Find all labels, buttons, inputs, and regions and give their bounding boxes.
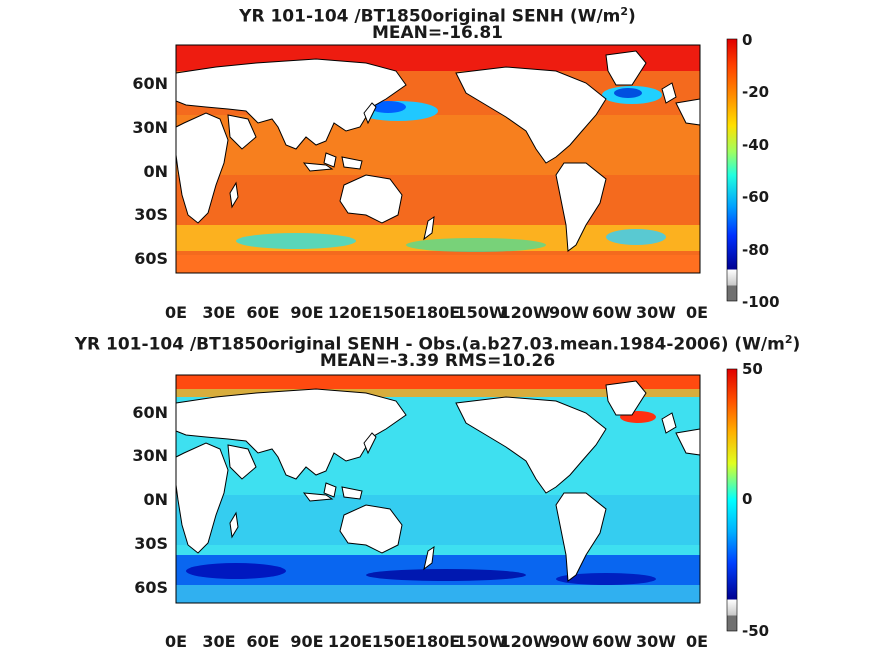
panel2-cb-tick-0: 50 bbox=[742, 360, 763, 378]
panel2-lon-5: 150E bbox=[371, 632, 417, 651]
panel1-lon-12: 0E bbox=[685, 303, 709, 322]
panel2-cb-tick-1: 0 bbox=[742, 490, 753, 508]
panel2-lat-30s: 30S bbox=[134, 534, 168, 553]
panel1-lon-1: 30E bbox=[202, 303, 236, 322]
panel2-lon-10: 60W bbox=[592, 632, 632, 651]
panel1-mean: MEAN=-16.81 bbox=[372, 23, 503, 43]
panel1-lon-11: 30W bbox=[636, 303, 676, 322]
panel1-lon-10: 60W bbox=[592, 303, 632, 322]
panel2-lon-9: 90W bbox=[549, 632, 589, 651]
panel1-lon-0: 0E bbox=[164, 303, 188, 322]
panel1-cb-tick-0: 0 bbox=[742, 31, 753, 49]
panel1-map bbox=[175, 44, 701, 274]
panel1-cb-tick-1: -20 bbox=[742, 83, 770, 101]
panel1-lon-7: 150W bbox=[455, 303, 507, 322]
panel1-cb-tick-4: -80 bbox=[742, 241, 770, 259]
panel1-cb-tick-5: -100 bbox=[742, 293, 780, 311]
panel2-colorbar bbox=[726, 368, 738, 632]
panel2-title-sup: 2 bbox=[784, 333, 793, 346]
panel1-cb-tick-2: -40 bbox=[742, 136, 770, 154]
panel2-lon-6: 180E bbox=[415, 632, 461, 651]
panel1-title-close: ) bbox=[628, 6, 636, 27]
panel1-lat-60s: 60S bbox=[134, 249, 168, 268]
panel2-lon-12: 0E bbox=[685, 632, 709, 651]
panel2-title: YR 101-104 /BT1850original SENH - Obs.(a… bbox=[0, 330, 875, 355]
panel2-map bbox=[175, 374, 701, 604]
panel2-stats: MEAN=-3.39 RMS=10.26 bbox=[319, 351, 556, 371]
panel1-lon-4: 120E bbox=[327, 303, 373, 322]
panel2-lat-60n: 60N bbox=[132, 403, 168, 422]
panel1-colorbar bbox=[726, 38, 738, 302]
panel2-title-text: YR 101-104 /BT1850original SENH - Obs.(a… bbox=[74, 334, 785, 355]
panel2-lat-30n: 30N bbox=[132, 446, 168, 465]
panel1-lon-5: 150E bbox=[371, 303, 417, 322]
panel2-cb-tick-2: -50 bbox=[742, 622, 770, 640]
panel1-title: YR 101-104 /BT1850original SENH (W/m2) bbox=[0, 2, 875, 27]
panel1-lon-3: 90E bbox=[290, 303, 324, 322]
panel1-lon-9: 90W bbox=[549, 303, 589, 322]
panel2-lon-2: 60E bbox=[246, 632, 280, 651]
panel2-lon-8: 120W bbox=[499, 632, 551, 651]
panel2-lon-1: 30E bbox=[202, 632, 236, 651]
panel2-lon-7: 150W bbox=[455, 632, 507, 651]
panel2-lon-4: 120E bbox=[327, 632, 373, 651]
panel1-cb-tick-3: -60 bbox=[742, 188, 770, 206]
panel2-lat-60s: 60S bbox=[134, 578, 168, 597]
panel2-lon-11: 30W bbox=[636, 632, 676, 651]
panel2-lon-0: 0E bbox=[164, 632, 188, 651]
panel1-lat-30n: 30N bbox=[132, 118, 168, 137]
panel1-lon-8: 120W bbox=[499, 303, 551, 322]
panel1-title-sup: 2 bbox=[620, 5, 629, 18]
panel1-title-text: YR 101-104 /BT1850original SENH (W/m bbox=[239, 6, 621, 27]
panel1-lat-60n: 60N bbox=[132, 74, 168, 93]
panel1-lon-6: 180E bbox=[415, 303, 461, 322]
panel2-lon-3: 90E bbox=[290, 632, 324, 651]
panel2-title-close: ) bbox=[792, 334, 801, 355]
panel1-lat-0n: 0N bbox=[143, 162, 168, 181]
panel2-lat-0n: 0N bbox=[143, 490, 168, 509]
panel1-lon-2: 60E bbox=[246, 303, 280, 322]
panel1-lat-30s: 30S bbox=[134, 205, 168, 224]
